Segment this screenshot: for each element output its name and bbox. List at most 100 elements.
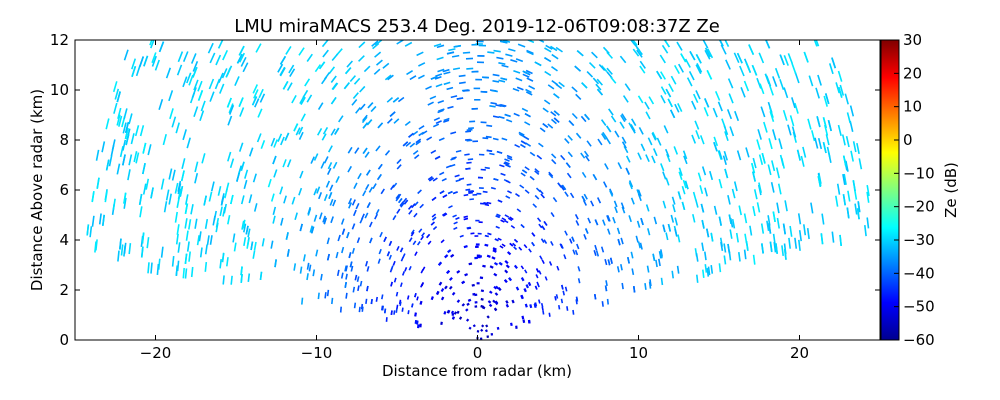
radar-gate — [238, 52, 246, 63]
radar-gate — [122, 122, 127, 134]
radar-gate — [602, 46, 610, 54]
radar-gate — [845, 160, 849, 172]
radar-gate — [439, 190, 445, 195]
radar-gate — [541, 259, 545, 264]
radar-gate — [482, 190, 488, 193]
radar-gate — [835, 82, 840, 94]
radar-gate — [247, 228, 251, 238]
radar-gate — [776, 217, 780, 229]
radar-gate — [496, 56, 504, 60]
radar-gate — [531, 241, 535, 247]
radar-gate — [645, 111, 651, 120]
radar-gate — [221, 252, 225, 263]
radar-gate — [519, 184, 525, 189]
radar-gate — [472, 324, 476, 328]
radar-gate — [630, 40, 636, 46]
radar-gate — [139, 206, 143, 218]
y-tick-label: 4 — [59, 231, 69, 249]
radar-gate — [176, 64, 183, 76]
radar-gate — [313, 188, 318, 196]
radar-gate — [513, 112, 520, 117]
radar-gate — [182, 129, 187, 141]
radar-gate — [464, 273, 469, 277]
radar-gate — [850, 150, 854, 162]
radar-gate — [449, 276, 453, 281]
radar-gate — [485, 135, 492, 139]
radar-gate — [420, 235, 425, 241]
radar-gate — [666, 153, 671, 163]
radar-gate — [230, 275, 233, 285]
radar-gate — [572, 249, 576, 255]
radar-gate — [312, 269, 316, 277]
radar-gate — [194, 161, 199, 173]
radar-gate — [558, 304, 561, 310]
radar-gate — [293, 123, 299, 132]
radar-gate — [343, 82, 350, 90]
radar-gate — [731, 188, 736, 199]
radar-gate — [616, 227, 621, 235]
radar-gate — [353, 302, 357, 309]
radar-gate — [542, 310, 545, 315]
radar-gate — [497, 237, 502, 241]
radar-gate — [427, 175, 433, 181]
radar-gate — [630, 197, 635, 205]
radar-gate — [316, 128, 323, 136]
radar-gate — [416, 296, 419, 301]
radar-gate — [723, 255, 727, 265]
radar-gate — [857, 201, 861, 213]
radar-gate — [160, 178, 165, 190]
radar-gate — [569, 192, 575, 199]
radar-gate — [138, 193, 143, 206]
radar-gate — [184, 203, 189, 214]
radar-gate — [351, 223, 356, 230]
radar-gate — [569, 238, 573, 244]
radar-gate — [703, 107, 709, 117]
radar-gate — [504, 113, 511, 118]
radar-gate — [493, 178, 499, 181]
radar-gate — [637, 152, 642, 160]
radar-gate — [463, 217, 469, 221]
radar-gate — [677, 191, 682, 200]
radar-gate — [370, 105, 377, 113]
radar-gate — [375, 296, 378, 302]
radar-gate — [505, 164, 511, 168]
radar-gate — [743, 213, 748, 224]
radar-gate — [306, 53, 313, 62]
radar-gate — [114, 88, 120, 100]
radar-gate — [332, 199, 337, 207]
radar-gate — [521, 315, 525, 320]
radar-gate — [110, 145, 115, 157]
radar-gate — [400, 256, 404, 262]
radar-gate — [200, 100, 206, 112]
radar-gate — [345, 292, 348, 299]
radar-gate — [228, 104, 235, 115]
radar-gate — [141, 232, 145, 244]
radar-gate — [410, 229, 415, 235]
radar-gate — [196, 235, 200, 246]
radar-gate — [550, 111, 557, 117]
radar-gate — [453, 311, 458, 315]
radar-gate — [119, 146, 124, 158]
radar-gate — [542, 107, 549, 113]
radar-gate — [494, 292, 499, 296]
radar-gate — [399, 201, 404, 207]
radar-gate — [767, 164, 772, 176]
radar-gate — [369, 237, 373, 244]
radar-gate — [560, 154, 566, 161]
radar-gate — [502, 40, 511, 43]
radar-gate — [631, 118, 637, 127]
radar-gate — [356, 237, 361, 244]
radar-gate — [564, 230, 568, 236]
radar-gate — [401, 307, 404, 312]
radar-gate — [352, 286, 356, 293]
radar-gate — [395, 291, 399, 297]
radar-gate — [660, 86, 667, 95]
radar-gate — [321, 76, 328, 85]
radar-gate — [704, 264, 708, 273]
radar-gate — [756, 139, 761, 150]
radar-gate — [813, 40, 818, 47]
radar-gate — [393, 118, 400, 124]
radar-gate — [407, 204, 413, 210]
radar-gate — [437, 109, 444, 114]
radar-gate — [175, 265, 179, 276]
